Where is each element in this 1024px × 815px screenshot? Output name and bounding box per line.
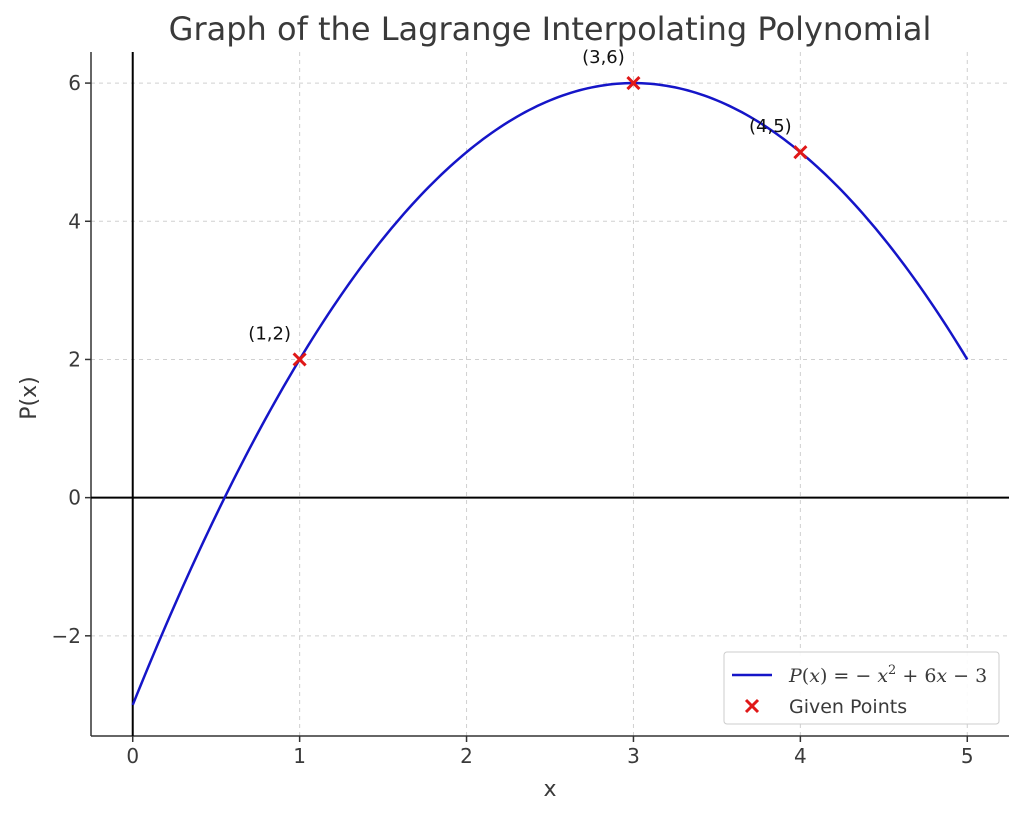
given-points: (1,2) (3,6) (4,5) bbox=[248, 47, 808, 367]
x-tick-label: 4 bbox=[794, 744, 807, 768]
grid bbox=[91, 52, 1009, 736]
given-point-marker bbox=[626, 76, 641, 91]
legend: P(x) = − x2 + 6x − 3 Given Points bbox=[723, 651, 1000, 725]
y-tick-label: 6 bbox=[68, 71, 81, 95]
given-point-marker bbox=[793, 145, 808, 160]
legend-frame bbox=[723, 651, 1000, 725]
legend-entry-given-points: Given Points bbox=[789, 696, 907, 718]
given-point-marker bbox=[292, 352, 307, 367]
polynomial-curve bbox=[131, 81, 969, 706]
y-ticks: −2 0 2 4 6 bbox=[52, 71, 91, 648]
y-tick-label: 0 bbox=[68, 486, 81, 510]
x-tick-label: 2 bbox=[460, 744, 473, 768]
x-tick-label: 0 bbox=[126, 744, 139, 768]
legend-entry-polynomial: P(x) = − x2 + 6x − 3 bbox=[788, 663, 987, 687]
x-tick-label: 3 bbox=[627, 744, 640, 768]
point-annotation: (1,2) bbox=[248, 323, 291, 344]
y-tick-label: −2 bbox=[52, 624, 81, 648]
y-tick-label: 4 bbox=[68, 209, 81, 233]
point-annotation: (3,6) bbox=[582, 47, 625, 68]
chart-title: Graph of the Lagrange Interpolating Poly… bbox=[169, 10, 932, 48]
y-tick-label: 2 bbox=[68, 347, 81, 371]
legend-marker-swatch bbox=[744, 698, 760, 714]
axes bbox=[90, 52, 1009, 737]
point-annotation: (4,5) bbox=[749, 116, 792, 137]
x-axis-label: x bbox=[543, 777, 556, 802]
x-tick-label: 5 bbox=[961, 744, 974, 768]
x-ticks: 0 1 2 3 4 5 bbox=[126, 736, 974, 768]
y-axis-label: P(x) bbox=[17, 376, 42, 419]
x-tick-label: 1 bbox=[293, 744, 306, 768]
